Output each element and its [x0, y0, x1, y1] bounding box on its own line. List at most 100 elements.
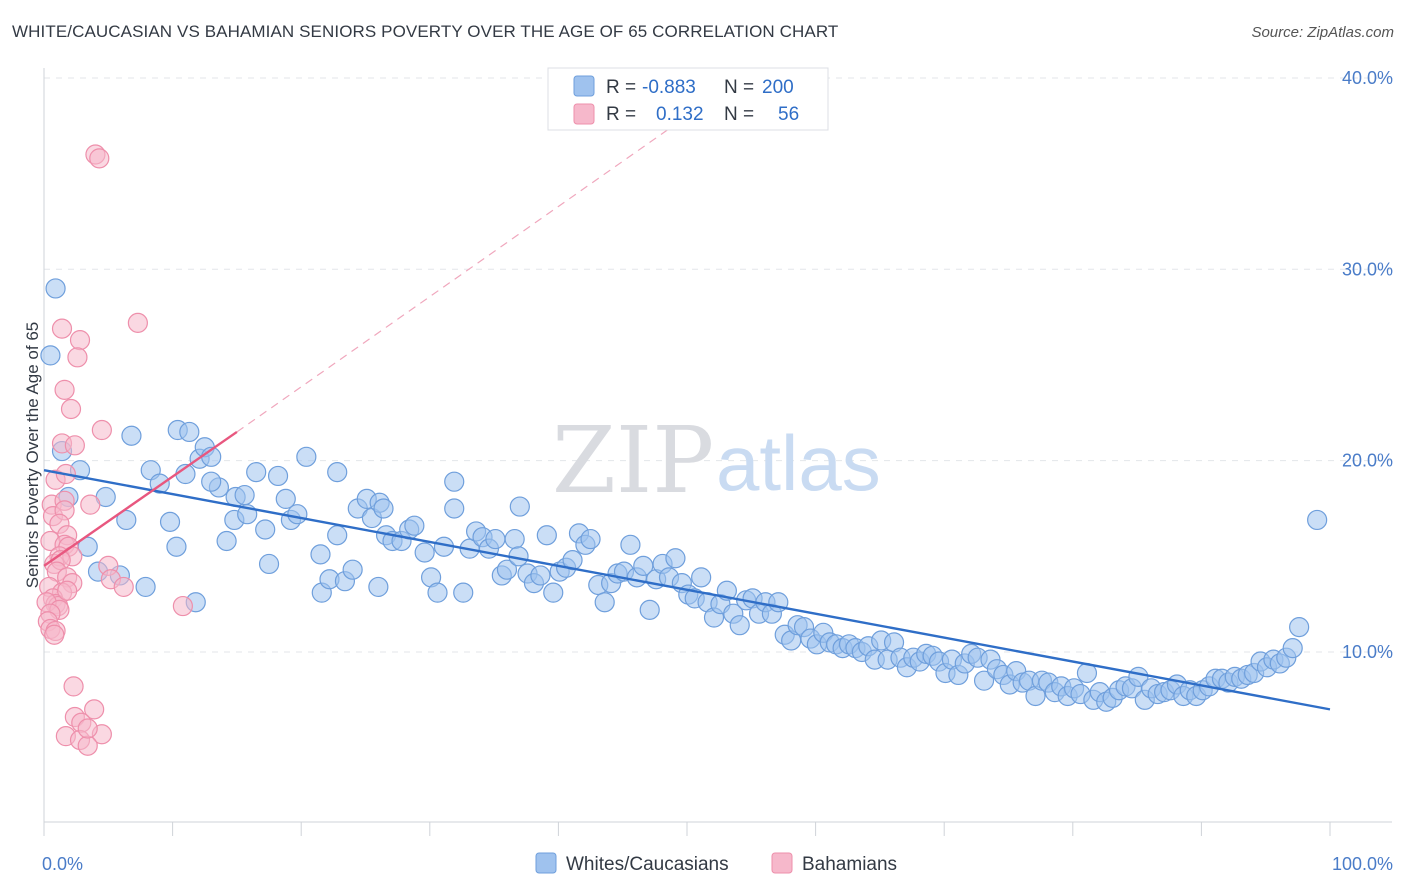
point-0-31: [258, 553, 280, 575]
point-0-40: [327, 462, 348, 483]
series-1: [36, 144, 193, 756]
legend-swatch-whites: [573, 75, 595, 97]
point-0-59: [453, 582, 474, 603]
point-0-49: [368, 576, 389, 598]
point-0-85: [620, 534, 641, 555]
point-1-2: [127, 312, 148, 333]
point-1-46: [63, 676, 84, 697]
source-attribution: Source: ZipAtlas.com: [1251, 24, 1394, 41]
legend-box: [547, 67, 829, 131]
point-1-45: [172, 595, 193, 617]
bottom-legend-label-whites: Whites/Caucasians: [566, 854, 729, 875]
legend-r-value-whites: -0.883: [642, 77, 696, 98]
point-1-44: [44, 624, 65, 645]
point-0-79: [580, 528, 601, 550]
point-0-15: [166, 536, 187, 557]
point-0-67: [504, 528, 525, 550]
point-0-27: [216, 530, 237, 552]
point-0-71: [530, 565, 551, 586]
point-0-30: [255, 519, 276, 540]
watermark-atlas: atlas: [716, 419, 881, 507]
y-tick-label-0: 10.0%: [1342, 642, 1393, 662]
point-0-36: [296, 446, 317, 467]
point-0-24: [201, 471, 222, 492]
y-axis-label: Seniors Poverty Over the Age of 65: [23, 322, 42, 588]
point-0-72: [536, 525, 557, 546]
point-0-92: [665, 548, 686, 569]
y-tick-label-2: 30.0%: [1342, 259, 1393, 279]
point-0-57: [444, 498, 465, 519]
point-0-81: [594, 592, 615, 613]
point-0-13: [135, 576, 156, 598]
point-0-35: [287, 504, 308, 525]
y-tick-labels: 10.0% 20.0% 30.0% 40.0%: [1342, 68, 1393, 662]
point-0-33: [275, 488, 296, 510]
point-0-66: [496, 559, 518, 580]
point-1-10: [64, 435, 85, 456]
x-tick-labels: 0.0% 100.0%: [42, 854, 1393, 874]
point-1-33: [113, 576, 134, 598]
point-1-4: [69, 330, 91, 351]
chart-title: WHITE/CAUCASIAN VS BAHAMIAN SENIORS POVE…: [12, 22, 839, 41]
trend-line-1: [43, 430, 238, 567]
point-0-194: [327, 525, 348, 546]
point-0-190: [1307, 509, 1328, 531]
point-0-11: [159, 511, 181, 532]
point-1-55: [57, 580, 78, 601]
trend-extension-1: [236, 115, 688, 433]
legend-r-label-bahamians: R =: [606, 104, 636, 125]
point-0-193: [234, 484, 255, 506]
series-0: [40, 278, 1328, 712]
point-0-37: [310, 544, 331, 565]
point-1-5: [67, 347, 88, 368]
watermark: ZIP atlas: [552, 407, 881, 514]
point-1-1: [89, 148, 110, 169]
legend-r-value-bahamians: 0.132: [656, 104, 704, 125]
watermark-zip: ZIP: [552, 407, 714, 514]
point-1-8: [91, 419, 112, 441]
grid-lines: [44, 77, 1392, 653]
point-0-0: [45, 278, 66, 299]
point-1-54: [77, 718, 98, 739]
point-0-29: [246, 462, 267, 483]
legend-swatch-bahamians: [573, 103, 595, 125]
point-1-15: [80, 494, 101, 515]
point-0-73: [543, 582, 564, 603]
point-0-96: [691, 567, 712, 588]
bottom-legend-swatch-bahamians: [771, 852, 793, 874]
y-tick-label-3: 40.0%: [1342, 68, 1393, 88]
point-0-32: [267, 465, 289, 487]
point-0-10: [121, 425, 142, 446]
point-0-192: [373, 498, 394, 519]
legend-top: R = -0.883 N = 200 R = 0.132 N = 56: [547, 67, 829, 131]
point-0-8: [116, 509, 137, 531]
legend-n-label-bahamians: N =: [724, 104, 754, 125]
point-0-42: [342, 559, 363, 580]
point-0-53: [414, 542, 435, 563]
point-0-1: [40, 345, 61, 366]
point-1-3: [51, 318, 73, 339]
legend-n-value-bahamians: 56: [778, 104, 799, 125]
point-0-58: [444, 471, 465, 492]
point-0-52: [404, 515, 425, 536]
point-0-140: [973, 670, 995, 691]
trend-layer: [43, 115, 1331, 711]
y-tick-label-1: 20.0%: [1342, 451, 1393, 471]
trend-line-0: [43, 469, 1331, 711]
legend-n-value-whites: 200: [762, 77, 794, 98]
axes: [43, 68, 1392, 836]
point-0-189: [1289, 616, 1310, 638]
x-tick-label-1: 100.0%: [1332, 854, 1393, 874]
point-1-47: [84, 699, 105, 720]
point-1-6: [54, 379, 75, 400]
point-0-191: [509, 496, 530, 517]
point-0-55: [427, 582, 448, 603]
point-1-53: [77, 735, 98, 756]
bottom-legend-swatch-whites: [535, 852, 557, 874]
legend-n-label-whites: N =: [724, 77, 754, 98]
x-tick-label-0: 0.0%: [42, 854, 83, 874]
bottom-legend-label-bahamians: Bahamians: [802, 854, 897, 875]
point-0-88: [639, 599, 660, 620]
point-0-188: [1282, 638, 1303, 659]
